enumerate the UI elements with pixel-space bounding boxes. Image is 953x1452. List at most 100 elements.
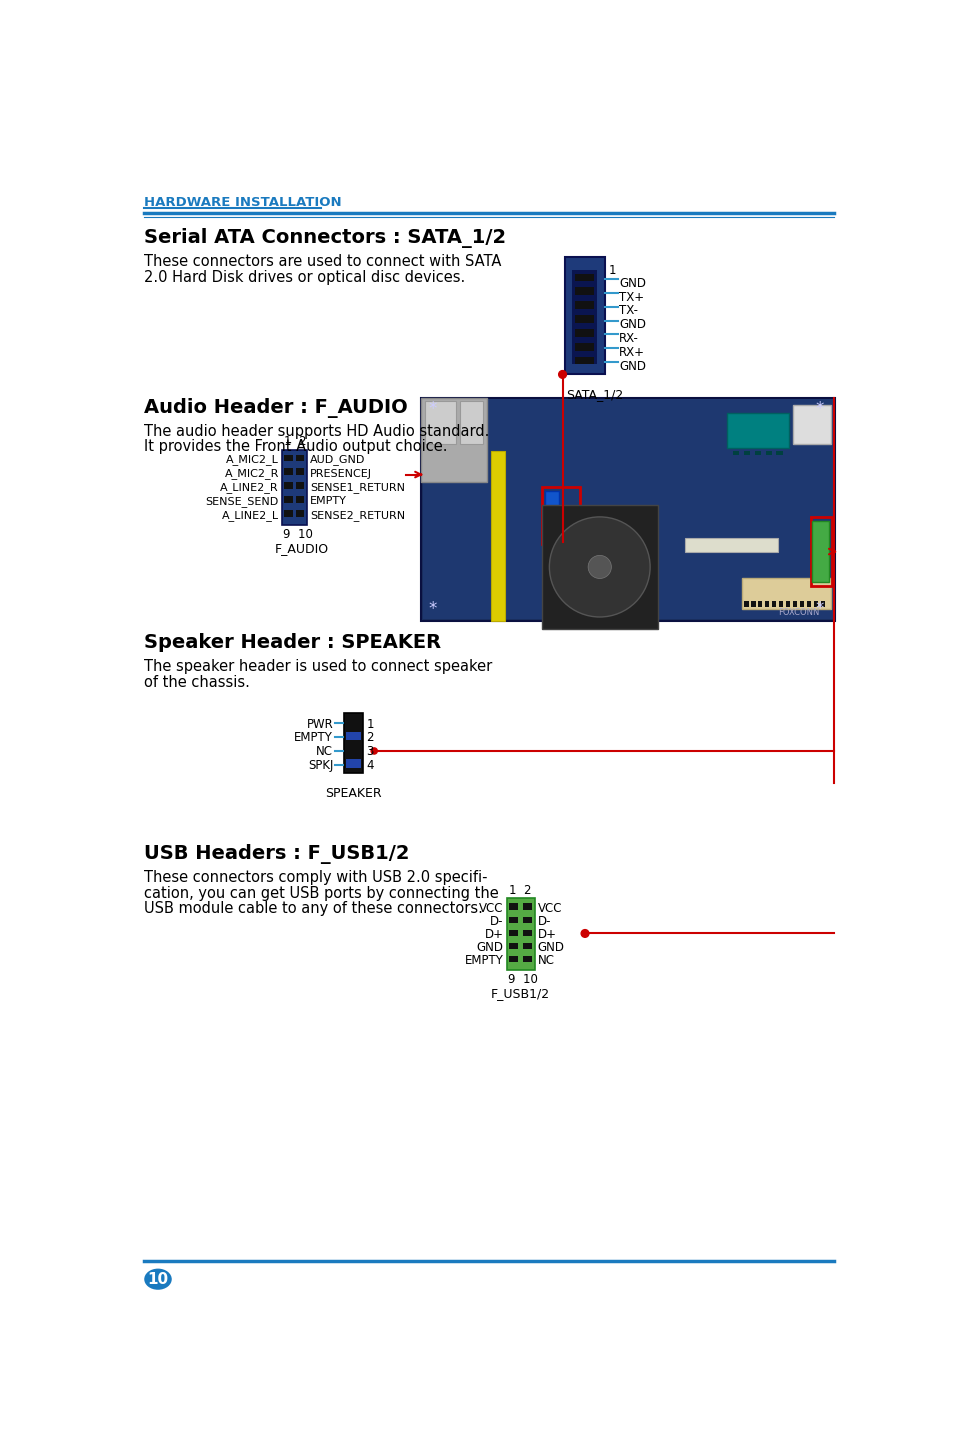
Text: TX+: TX+: [618, 290, 643, 303]
Bar: [743, 450, 749, 456]
Text: GND: GND: [618, 360, 645, 373]
Text: D-: D-: [490, 915, 503, 928]
Text: Speaker Header : SPEAKER: Speaker Header : SPEAKER: [144, 633, 440, 652]
Bar: [509, 929, 517, 935]
Bar: [820, 601, 824, 607]
Text: TX-: TX-: [618, 305, 638, 318]
Text: 1  2: 1 2: [284, 436, 307, 449]
Text: PRESENCEJ: PRESENCEJ: [310, 469, 372, 479]
Bar: [346, 745, 360, 754]
Text: FOXCONN: FOXCONN: [778, 608, 819, 617]
Text: HARDWARE INSTALLATION: HARDWARE INSTALLATION: [144, 196, 341, 209]
Text: SPEAKER: SPEAKER: [325, 787, 381, 800]
Text: AUD_GND: AUD_GND: [310, 454, 365, 465]
Bar: [284, 510, 293, 517]
Bar: [575, 287, 593, 295]
Text: F_AUDIO: F_AUDIO: [274, 542, 329, 555]
Bar: [764, 601, 769, 607]
Bar: [750, 601, 755, 607]
Bar: [564, 257, 604, 375]
Bar: [522, 916, 532, 922]
Bar: [811, 521, 828, 582]
Bar: [509, 916, 517, 922]
Text: A_LINE2_R: A_LINE2_R: [220, 482, 278, 494]
Bar: [813, 601, 818, 607]
Text: USB Headers : F_USB1/2: USB Headers : F_USB1/2: [144, 844, 409, 864]
Text: A_MIC2_L: A_MIC2_L: [226, 454, 278, 465]
Bar: [757, 601, 761, 607]
Text: SENSE_SEND: SENSE_SEND: [206, 497, 278, 507]
Text: EMPTY: EMPTY: [464, 954, 503, 967]
Bar: [810, 517, 831, 587]
Text: 2: 2: [366, 732, 374, 745]
Circle shape: [371, 748, 377, 754]
Bar: [284, 454, 293, 462]
Bar: [522, 942, 532, 948]
Text: 2.0 Hard Disk drives or optical disc devices.: 2.0 Hard Disk drives or optical disc dev…: [144, 270, 465, 285]
Text: 4: 4: [366, 759, 374, 772]
Bar: [459, 401, 483, 444]
Bar: [491, 452, 505, 621]
Text: SENSE2_RETURN: SENSE2_RETURN: [310, 510, 405, 521]
Ellipse shape: [549, 517, 649, 617]
Text: GND: GND: [537, 941, 564, 954]
Text: USB module cable to any of these connectors.: USB module cable to any of these connect…: [144, 902, 482, 916]
Text: D-: D-: [537, 915, 551, 928]
Bar: [522, 955, 532, 963]
Text: 1: 1: [366, 717, 374, 730]
Text: 9  10: 9 10: [507, 973, 537, 986]
Bar: [806, 601, 810, 607]
Text: cation, you can get USB ports by connecting the: cation, you can get USB ports by connect…: [144, 886, 498, 900]
Text: The audio header supports HD Audio standard.: The audio header supports HD Audio stand…: [144, 424, 489, 439]
Text: 9  10: 9 10: [282, 529, 313, 542]
Text: of the chassis.: of the chassis.: [144, 675, 250, 690]
Text: SATA_1/2: SATA_1/2: [566, 388, 623, 401]
Text: RX+: RX+: [618, 346, 644, 359]
Bar: [545, 518, 558, 540]
Bar: [541, 505, 658, 629]
Bar: [295, 482, 304, 489]
Text: The speaker header is used to connect speaker: The speaker header is used to connect sp…: [144, 659, 492, 674]
Bar: [726, 412, 788, 447]
Bar: [346, 759, 360, 768]
Bar: [785, 601, 790, 607]
Circle shape: [580, 929, 588, 938]
Bar: [425, 401, 456, 444]
Text: It provides the Front Audio output choice.: It provides the Front Audio output choic…: [144, 439, 447, 454]
Bar: [295, 454, 304, 462]
Text: 10: 10: [148, 1272, 169, 1286]
Bar: [295, 510, 304, 517]
Bar: [421, 398, 835, 621]
Bar: [575, 315, 593, 322]
Bar: [344, 713, 363, 774]
Text: GND: GND: [476, 941, 503, 954]
Bar: [741, 578, 831, 610]
Bar: [575, 343, 593, 350]
Bar: [506, 897, 534, 970]
Bar: [575, 357, 593, 364]
Text: RX-: RX-: [618, 333, 639, 346]
Bar: [575, 301, 593, 309]
Bar: [542, 486, 579, 544]
Text: *: *: [815, 600, 823, 619]
Text: A_LINE2_L: A_LINE2_L: [221, 510, 278, 521]
Bar: [799, 601, 803, 607]
Bar: [792, 405, 831, 444]
Bar: [765, 450, 771, 456]
Bar: [422, 399, 833, 620]
Bar: [284, 469, 293, 475]
Bar: [295, 497, 304, 502]
Bar: [282, 450, 307, 526]
Bar: [284, 497, 293, 502]
Bar: [346, 717, 360, 726]
Text: SENSE1_RETURN: SENSE1_RETURN: [310, 482, 404, 494]
Bar: [684, 537, 778, 552]
Bar: [778, 601, 782, 607]
Bar: [421, 398, 487, 482]
Bar: [771, 601, 776, 607]
Circle shape: [558, 370, 566, 379]
Text: A_MIC2_R: A_MIC2_R: [224, 469, 278, 479]
Ellipse shape: [587, 556, 611, 578]
Bar: [522, 929, 532, 935]
Bar: [743, 601, 748, 607]
